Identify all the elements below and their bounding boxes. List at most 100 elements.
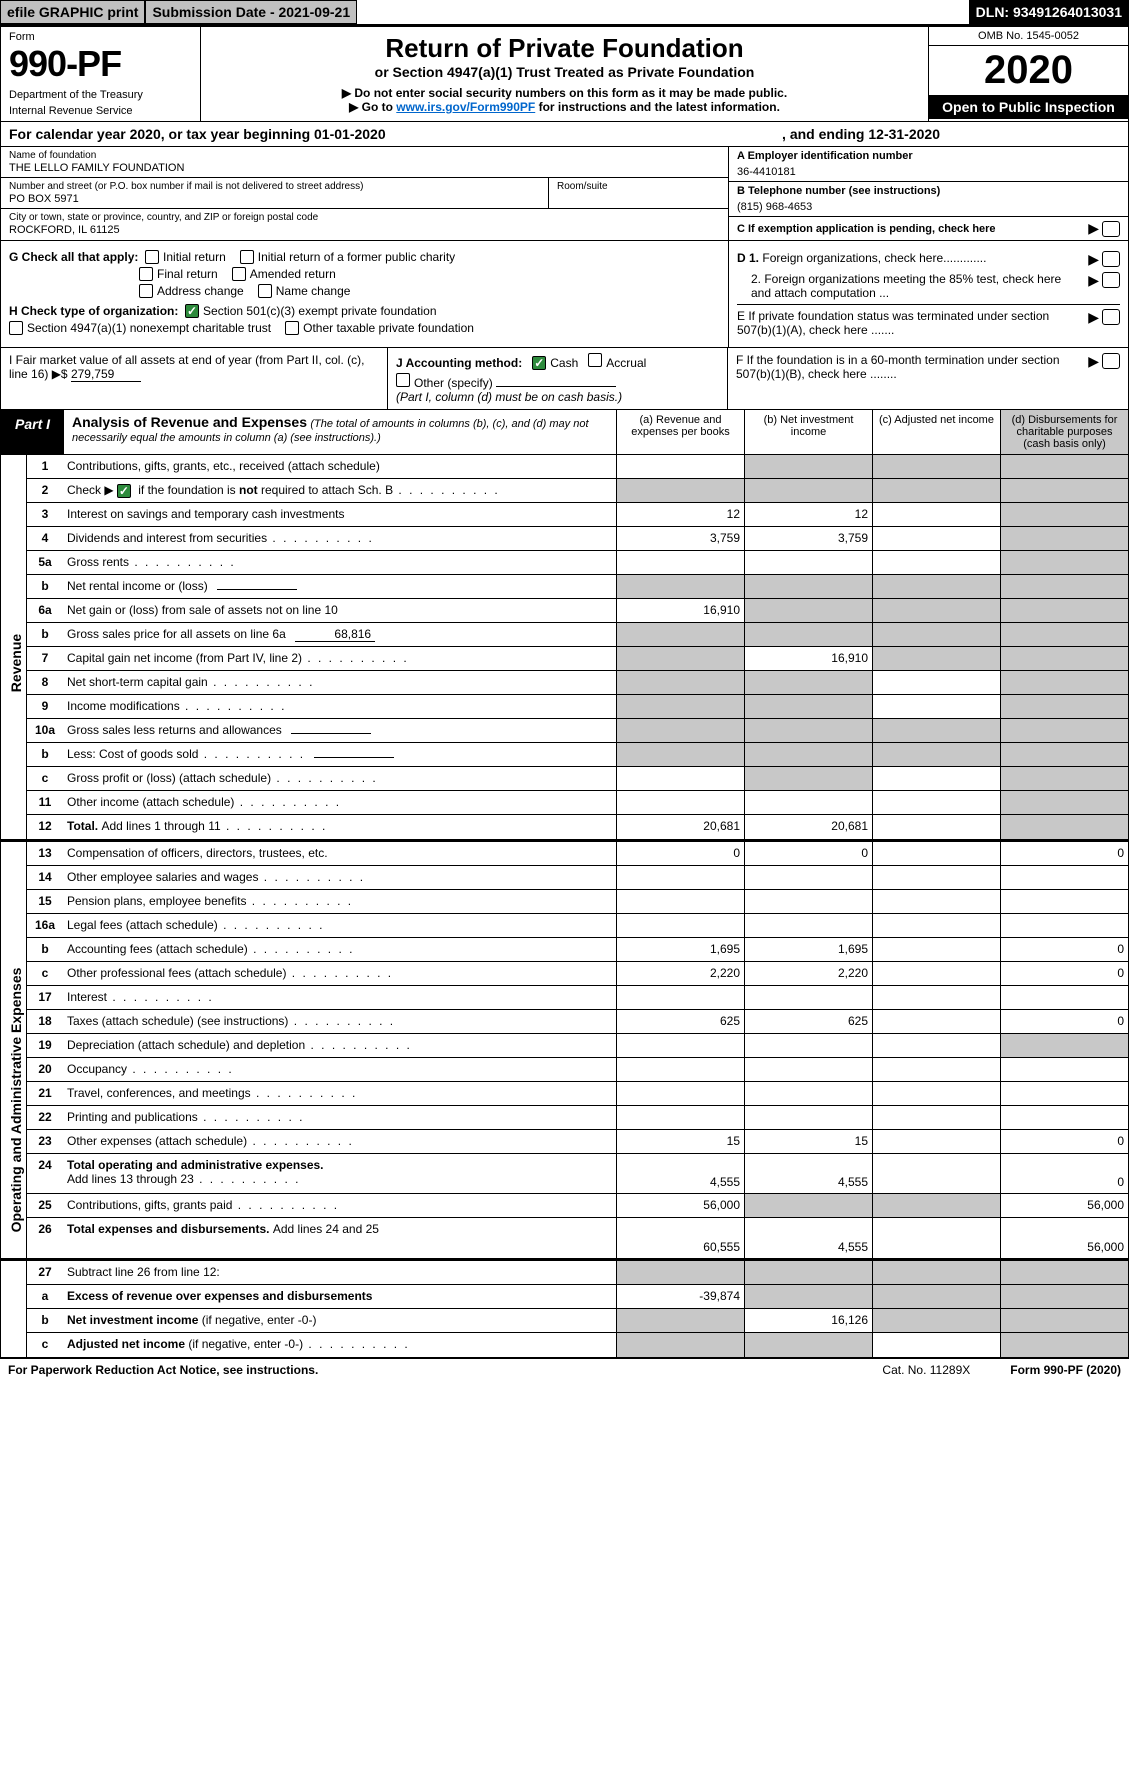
row-num: b: [27, 575, 63, 598]
row-num: b: [27, 623, 63, 646]
cell-d: [1000, 599, 1128, 622]
4947-checkbox[interactable]: [9, 321, 23, 335]
cell-d: [1000, 815, 1128, 839]
4947-label: Section 4947(a)(1) nonexempt charitable …: [27, 321, 271, 335]
telephone-label: B Telephone number (see instructions): [737, 185, 1120, 197]
initial-former-checkbox[interactable]: [240, 250, 254, 264]
e-checkbox[interactable]: [1102, 309, 1120, 325]
row-desc-text: Legal fees (attach schedule): [67, 918, 218, 932]
cell-b: [744, 599, 872, 622]
cell-c: [872, 767, 1000, 790]
cell-d: [1000, 623, 1128, 646]
cell-b: [744, 1106, 872, 1129]
dept-treasury: Department of the Treasury: [9, 89, 192, 101]
expenses-table: Operating and Administrative Expenses 13…: [0, 840, 1129, 1259]
row-desc-text: Check ▶: [67, 483, 114, 497]
cell-b: [744, 767, 872, 790]
501c3-checkbox[interactable]: [185, 304, 199, 318]
address-change-checkbox[interactable]: [139, 284, 153, 298]
cell-d: [1000, 479, 1128, 502]
row-desc: Excess of revenue over expenses and disb…: [63, 1285, 616, 1308]
cell-b: [744, 455, 872, 478]
form-header: Form 990-PF Department of the Treasury I…: [0, 26, 1129, 122]
cell-a: 56,000: [616, 1194, 744, 1217]
cell-c: [872, 695, 1000, 718]
cell-d: [1000, 1309, 1128, 1332]
foundation-name-value: THE LELLO FAMILY FOUNDATION: [9, 162, 720, 174]
cash-checkbox[interactable]: [532, 356, 546, 370]
efile-print-button[interactable]: efile GRAPHIC print: [0, 0, 145, 24]
cell-b: [744, 743, 872, 766]
accrual-checkbox[interactable]: [588, 353, 602, 367]
cell-a: [616, 1261, 744, 1284]
cell-b: [744, 1285, 872, 1308]
tax-year: 2020: [929, 46, 1128, 95]
submission-date: Submission Date - 2021-09-21: [145, 0, 357, 24]
f-checkbox[interactable]: [1102, 353, 1120, 369]
row-num: 15: [27, 890, 63, 913]
section-c-checkbox[interactable]: [1102, 221, 1120, 237]
row-desc: Net investment income (if negative, ente…: [63, 1309, 616, 1332]
cell-d: [1000, 866, 1128, 889]
row-desc-text: Interest: [67, 990, 107, 1004]
cell-b: [744, 1082, 872, 1105]
name-change-checkbox[interactable]: [258, 284, 272, 298]
cell-d: [1000, 647, 1128, 670]
amended-return-label: Amended return: [250, 267, 336, 281]
cell-c: [872, 719, 1000, 742]
cell-c: [872, 1309, 1000, 1332]
cell-b: [744, 551, 872, 574]
d1-checkbox[interactable]: [1102, 251, 1120, 267]
amended-return-checkbox[interactable]: [232, 267, 246, 281]
inline-blank: [314, 757, 394, 758]
cell-d: 0: [1000, 938, 1128, 961]
cell-a: 3,759: [616, 527, 744, 550]
cell-c: [872, 986, 1000, 1009]
address-change-label: Address change: [157, 284, 244, 298]
revenue-table: Revenue 1Contributions, gifts, grants, e…: [0, 455, 1129, 840]
cell-a: [616, 743, 744, 766]
cell-b: 4,555: [744, 1154, 872, 1193]
row-num: 26: [27, 1218, 63, 1258]
instructions-link[interactable]: www.irs.gov/Form990PF: [396, 100, 535, 114]
section-f-label: F If the foundation is in a 60-month ter…: [736, 353, 1088, 404]
other-method-checkbox[interactable]: [396, 373, 410, 387]
cell-a: [616, 1082, 744, 1105]
cell-b: 20,681: [744, 815, 872, 839]
row-desc-text: Other expenses (attach schedule): [67, 1134, 247, 1148]
gross-sales-value: 68,816: [295, 627, 375, 642]
final-return-checkbox[interactable]: [139, 267, 153, 281]
row-desc-text: Less: Cost of goods sold: [67, 747, 198, 761]
cell-a: 4,555: [616, 1154, 744, 1193]
section-j-label: J Accounting method:: [396, 356, 522, 370]
cell-c: [872, 455, 1000, 478]
cell-c: [872, 1333, 1000, 1357]
sch-b-checkbox[interactable]: [117, 484, 131, 498]
telephone-value: (815) 968-4653: [737, 201, 1120, 213]
cell-c: [872, 671, 1000, 694]
cell-b: [744, 890, 872, 913]
initial-return-checkbox[interactable]: [145, 250, 159, 264]
cell-d: [1000, 695, 1128, 718]
row-num: 27: [27, 1261, 63, 1284]
row-desc-text: Net short-term capital gain: [67, 675, 208, 689]
row-desc: Contributions, gifts, grants, etc., rece…: [63, 455, 616, 478]
cell-a: [616, 791, 744, 814]
catalog-number: Cat. No. 11289X: [882, 1363, 970, 1377]
row-num: 8: [27, 671, 63, 694]
cell-b: [744, 1261, 872, 1284]
other-taxable-checkbox[interactable]: [285, 321, 299, 335]
row-num: b: [27, 1309, 63, 1332]
inline-blank: [217, 589, 297, 590]
cell-b: [744, 1034, 872, 1057]
cell-a: [616, 866, 744, 889]
row-num: 17: [27, 986, 63, 1009]
cell-b: [744, 479, 872, 502]
form-number: 990-PF: [9, 43, 192, 85]
cell-d: [1000, 890, 1128, 913]
row-desc: Other expenses (attach schedule): [63, 1130, 616, 1153]
row-desc-text: Income modifications: [67, 699, 180, 713]
d2-checkbox[interactable]: [1102, 272, 1120, 288]
address-label: Number and street (or P.O. box number if…: [9, 181, 540, 192]
cell-c: [872, 1154, 1000, 1193]
